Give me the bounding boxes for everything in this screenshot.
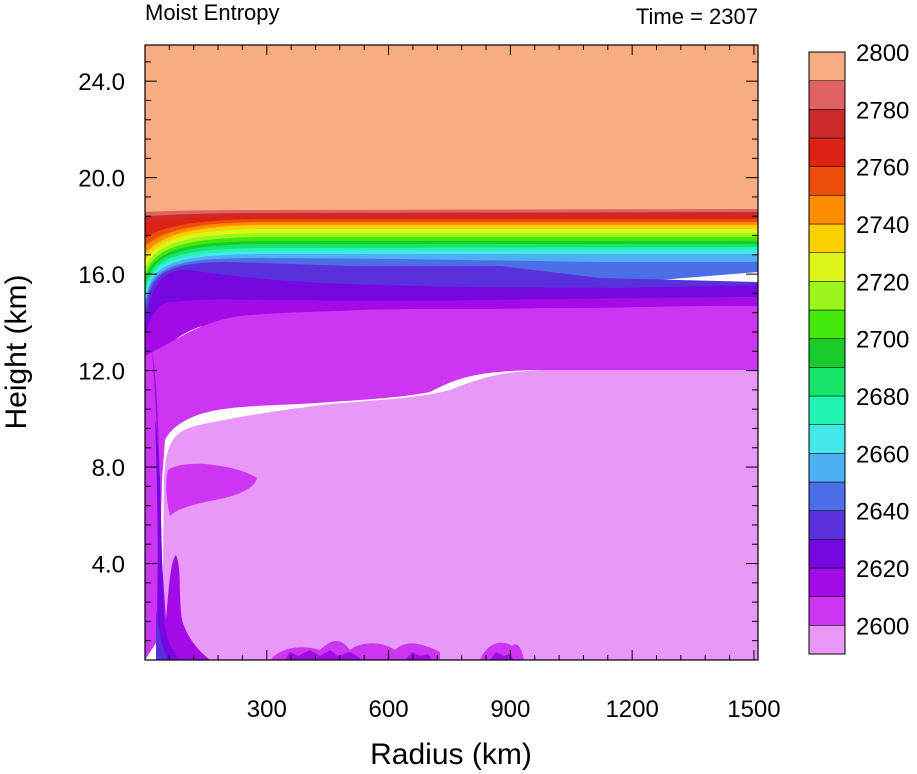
colorbar-swatch bbox=[808, 510, 846, 540]
colorbar-swatch bbox=[808, 338, 846, 368]
colorbar-label: 2800 bbox=[856, 40, 909, 67]
colorbar-swatch bbox=[808, 195, 846, 225]
title-right: Time = 2307 bbox=[636, 4, 758, 29]
y-axis-ticks: 4.0 8.0 12.0 16.0 20.0 24.0 bbox=[78, 61, 758, 642]
colorbar-frame bbox=[808, 51, 846, 655]
colorbar-swatch bbox=[808, 567, 846, 597]
y-axis-label: Height (km) bbox=[0, 274, 33, 429]
surface-spots-dark bbox=[285, 650, 514, 660]
colorbar-label: 2620 bbox=[856, 556, 909, 583]
contour-fill-2610-blob bbox=[166, 463, 257, 516]
colorbar-swatch bbox=[808, 80, 846, 110]
contour-fill-2610 bbox=[145, 305, 758, 660]
colorbar-label: 2700 bbox=[856, 327, 909, 354]
contour-fill-2640-eyewall bbox=[156, 610, 168, 660]
colorbar-swatch bbox=[808, 281, 846, 311]
colorbar-swatch bbox=[808, 539, 846, 569]
colorbar-swatch bbox=[808, 367, 846, 397]
title-left: Moist Entropy bbox=[145, 0, 280, 25]
colorbar-swatch bbox=[808, 166, 846, 196]
colorbar-swatch bbox=[808, 453, 846, 483]
y-tick-label: 8.0 bbox=[92, 455, 125, 482]
colorbar-label: 2780 bbox=[856, 97, 909, 124]
contour-fill-2630-eyewall bbox=[155, 420, 180, 660]
y-tick-label: 12.0 bbox=[78, 359, 125, 386]
colorbar-swatch bbox=[808, 395, 846, 425]
colorbar-label: 2740 bbox=[856, 212, 909, 239]
colorbar-swatch bbox=[808, 424, 846, 454]
x-tick-label: 1500 bbox=[727, 696, 780, 723]
colorbar-swatch bbox=[808, 309, 846, 339]
x-tick-label: 1200 bbox=[605, 696, 658, 723]
x-axis-ticks: 300 600 900 1200 1500 bbox=[168, 45, 781, 723]
colorbar-swatch bbox=[808, 481, 846, 511]
colorbar-label: 2600 bbox=[856, 613, 909, 640]
colorbar-label: 2680 bbox=[856, 384, 909, 411]
colorbar-swatch bbox=[808, 137, 846, 167]
colorbar-label: 2640 bbox=[856, 499, 909, 526]
contour-fill-2600 bbox=[163, 370, 758, 660]
colorbar-swatch bbox=[808, 51, 846, 81]
colorbar-swatch bbox=[808, 625, 846, 655]
colorbar-swatch bbox=[808, 596, 846, 626]
colorbar-label: 2660 bbox=[856, 441, 909, 468]
colorbar: 2600 2620 2640 2660 2680 2700 2720 2740 2760 2780… bbox=[808, 40, 909, 655]
colorbar-swatch bbox=[808, 252, 846, 282]
x-tick-label: 300 bbox=[247, 696, 287, 723]
y-tick-label: 4.0 bbox=[92, 552, 125, 579]
colorbar-label: 2720 bbox=[856, 269, 909, 296]
colorbar-swatch bbox=[808, 223, 846, 253]
plot-frame bbox=[144, 44, 759, 661]
colorbar-label: 2760 bbox=[856, 155, 909, 182]
plot-area bbox=[145, 45, 758, 660]
x-axis-label: Radius (km) bbox=[370, 738, 532, 771]
contour-fill-2630 bbox=[145, 269, 758, 340]
contour-fill-2800 bbox=[145, 45, 758, 215]
y-tick-label: 20.0 bbox=[78, 166, 125, 193]
x-tick-label: 900 bbox=[490, 696, 530, 723]
y-tick-label: 24.0 bbox=[78, 69, 125, 96]
x-tick-label: 600 bbox=[369, 696, 409, 723]
colorbar-swatch bbox=[808, 109, 846, 139]
y-tick-label: 16.0 bbox=[78, 262, 125, 289]
